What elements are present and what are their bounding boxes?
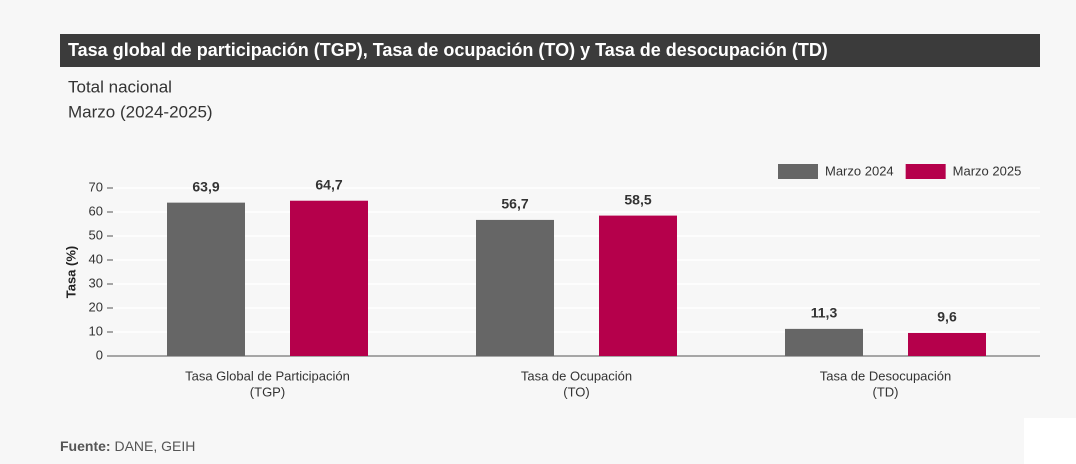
bar xyxy=(290,200,368,356)
corner-panel xyxy=(1024,418,1076,464)
legend-swatch xyxy=(778,164,818,179)
y-tick-label: 0 xyxy=(96,347,103,362)
x-tick-label: (TGP) xyxy=(250,384,285,399)
legend-swatch xyxy=(905,164,946,179)
x-tick-label: Tasa Global de Participación xyxy=(185,368,350,383)
subtitle: Marzo (2024-2025) xyxy=(68,102,213,121)
y-tick-label: 20 xyxy=(89,299,103,314)
y-tick-label: 70 xyxy=(89,179,103,194)
value-label: 58,5 xyxy=(624,191,651,207)
y-tick-label: 40 xyxy=(89,251,103,266)
y-tick-label: 50 xyxy=(89,227,103,242)
x-tick-label: (TD) xyxy=(873,384,899,399)
value-label: 11,3 xyxy=(811,305,838,321)
y-tick-label: 10 xyxy=(89,323,103,338)
title-bar xyxy=(60,34,1040,67)
bar xyxy=(908,332,986,356)
chart-title: Tasa global de participación (TGP), Tasa… xyxy=(68,40,828,60)
y-tick-label: 30 xyxy=(89,275,103,290)
subtitle: Total nacional xyxy=(68,77,172,96)
x-tick-label: (TO) xyxy=(563,384,589,399)
bar xyxy=(167,202,245,356)
value-label: 9,6 xyxy=(937,309,957,325)
y-tick-label: 60 xyxy=(89,203,103,218)
value-label: 64,7 xyxy=(315,176,342,192)
legend-label: Marzo 2025 xyxy=(953,163,1022,178)
source-label: Fuente: xyxy=(60,438,111,454)
x-tick-label: Tasa de Desocupación xyxy=(820,368,952,383)
value-label: 63,9 xyxy=(192,178,219,194)
source-text: DANE, GEIH xyxy=(114,438,195,454)
value-label: 56,7 xyxy=(501,196,528,212)
source: Fuente: DANE, GEIH xyxy=(60,438,195,454)
bar xyxy=(476,219,554,356)
bar xyxy=(785,328,863,356)
x-tick-label: Tasa de Ocupación xyxy=(521,368,632,383)
y-axis-label: Tasa (%) xyxy=(63,246,78,299)
bar xyxy=(599,215,677,356)
legend-label: Marzo 2024 xyxy=(825,163,894,178)
